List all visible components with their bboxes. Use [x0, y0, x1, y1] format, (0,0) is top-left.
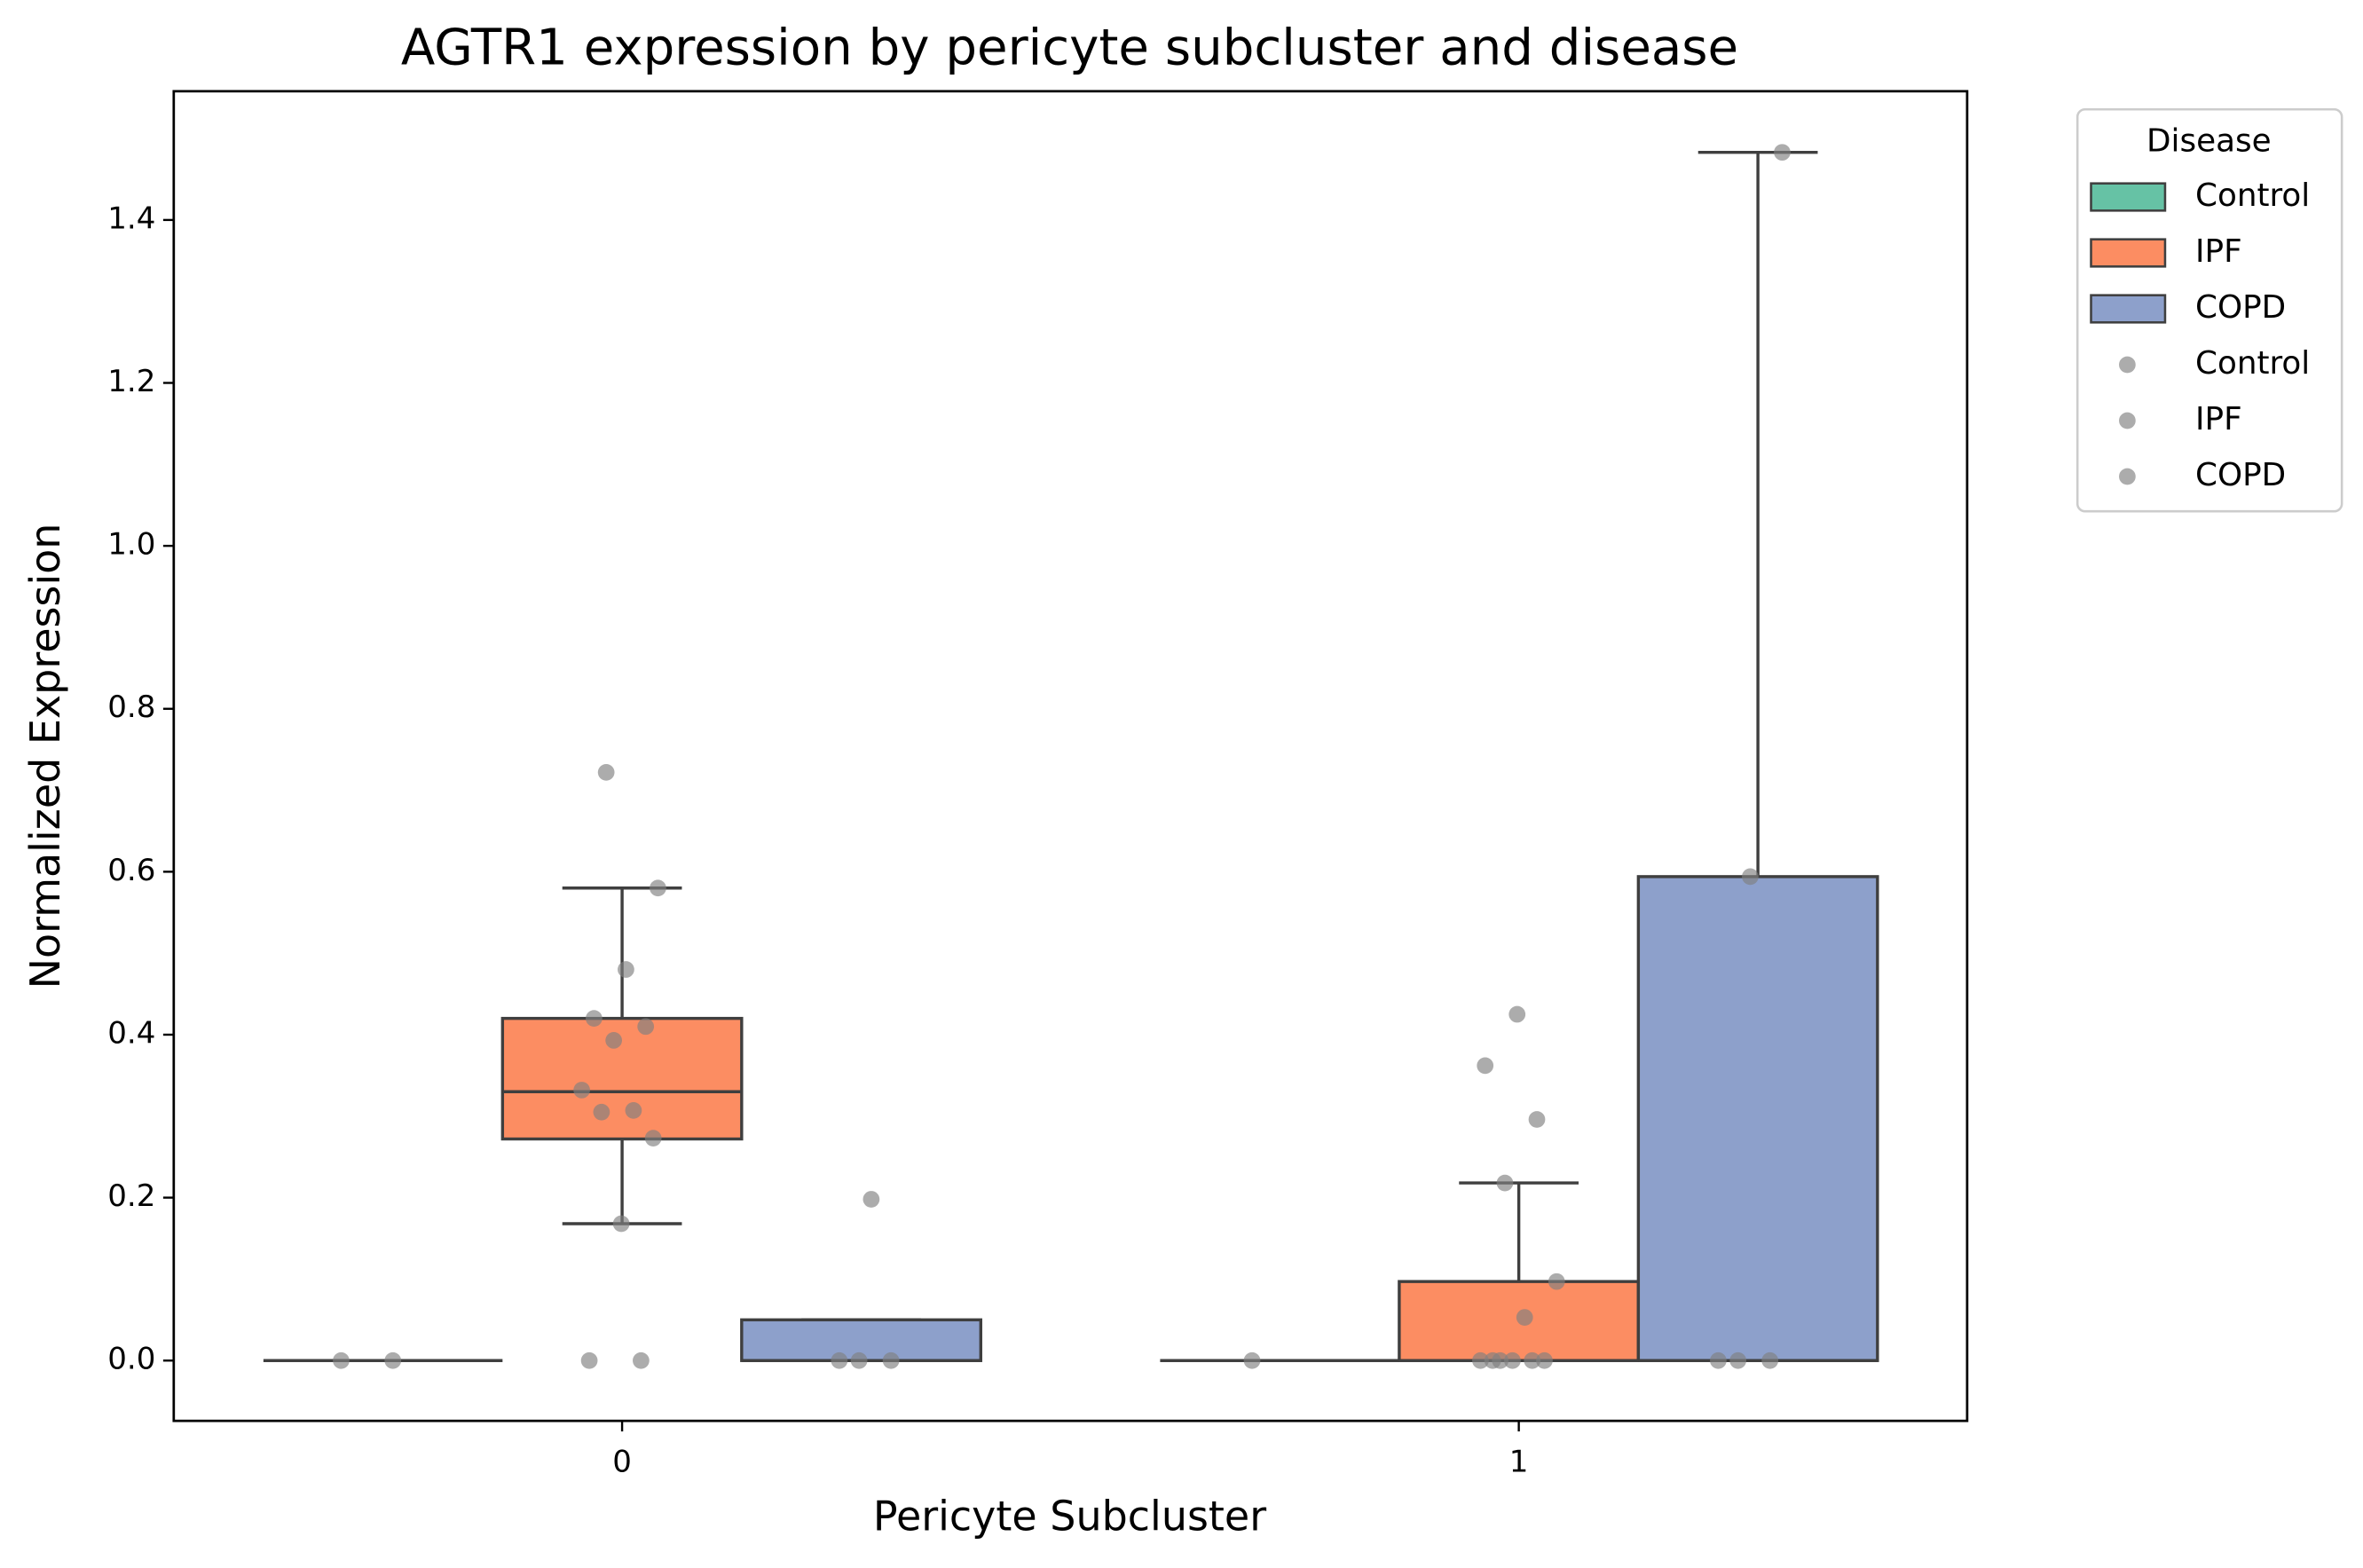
plot-area: 0.0 0.2 0.4 0.6 0.8 1.0 1.2 1.4 0 1	[107, 144, 1879, 1479]
legend-label: Control	[2195, 177, 2310, 214]
data-point	[593, 1103, 610, 1121]
data-point	[1516, 1309, 1533, 1326]
x-tick-label: 0	[612, 1444, 632, 1479]
legend-label: IPF	[2195, 401, 2242, 437]
legend-label: COPD	[2195, 457, 2286, 493]
legend-marker	[2119, 468, 2136, 485]
data-point	[586, 1010, 603, 1027]
data-point	[1548, 1273, 1565, 1290]
data-point	[644, 1130, 662, 1146]
data-point	[605, 1032, 623, 1049]
box	[500, 1016, 744, 1141]
y-axis-label: Normalized Expression	[21, 524, 69, 989]
y-tick-label: 0.6	[107, 853, 155, 888]
data-point	[637, 1018, 655, 1036]
data-point	[1536, 1351, 1553, 1369]
data-point	[650, 879, 666, 897]
data-point	[1528, 1111, 1546, 1128]
y-tick-label: 1.2	[107, 364, 155, 399]
legend-label: IPF	[2195, 233, 2242, 270]
data-point	[573, 1082, 590, 1099]
data-point	[1472, 1351, 1489, 1369]
data-point	[1742, 868, 1759, 886]
legend-title: Disease	[2146, 123, 2272, 160]
data-point	[862, 1191, 880, 1208]
data-point	[1774, 144, 1791, 162]
box	[1636, 875, 1879, 1362]
data-point	[618, 961, 634, 978]
legend-swatch	[2090, 182, 2167, 212]
y-tick-label: 1.4	[107, 201, 155, 236]
legend-marker	[2119, 356, 2136, 374]
data-point	[1477, 1057, 1494, 1075]
legend-label: COPD	[2195, 289, 2286, 326]
data-point	[1492, 1351, 1509, 1369]
data-point	[850, 1351, 868, 1369]
data-point	[882, 1351, 900, 1369]
data-point	[1508, 1005, 1526, 1023]
legend: Disease Control IPF COPD Control IPF COPD	[2076, 107, 2343, 513]
legend-swatch	[2090, 294, 2167, 324]
data-point	[1496, 1174, 1514, 1192]
axes-frame	[172, 90, 1969, 1422]
data-point	[1710, 1351, 1727, 1369]
y-tick-label: 0.4	[107, 1015, 155, 1051]
legend-swatch	[2090, 238, 2167, 268]
data-point	[1504, 1351, 1521, 1369]
x-axis-label: Pericyte Subcluster	[873, 1492, 1266, 1540]
data-point	[580, 1351, 598, 1369]
y-tick-label: 0.8	[107, 689, 155, 725]
data-point	[333, 1351, 350, 1369]
data-point	[1524, 1351, 1541, 1369]
data-point	[597, 763, 615, 781]
data-point	[1243, 1351, 1261, 1369]
y-tick-label: 0.2	[107, 1178, 155, 1214]
data-point	[612, 1215, 630, 1233]
y-tick-label: 0.0	[107, 1342, 155, 1377]
data-point	[831, 1351, 848, 1369]
legend-label: Control	[2195, 345, 2310, 382]
chart-title: AGTR1 expression by pericyte subcluster …	[401, 19, 1738, 76]
data-point	[384, 1351, 402, 1369]
x-tick-label: 1	[1509, 1444, 1529, 1479]
data-point	[1761, 1351, 1779, 1369]
data-point	[1729, 1351, 1747, 1369]
y-tick-label: 1.0	[107, 527, 155, 563]
data-point	[633, 1351, 650, 1369]
data-point	[625, 1102, 642, 1119]
legend-marker	[2119, 412, 2136, 429]
